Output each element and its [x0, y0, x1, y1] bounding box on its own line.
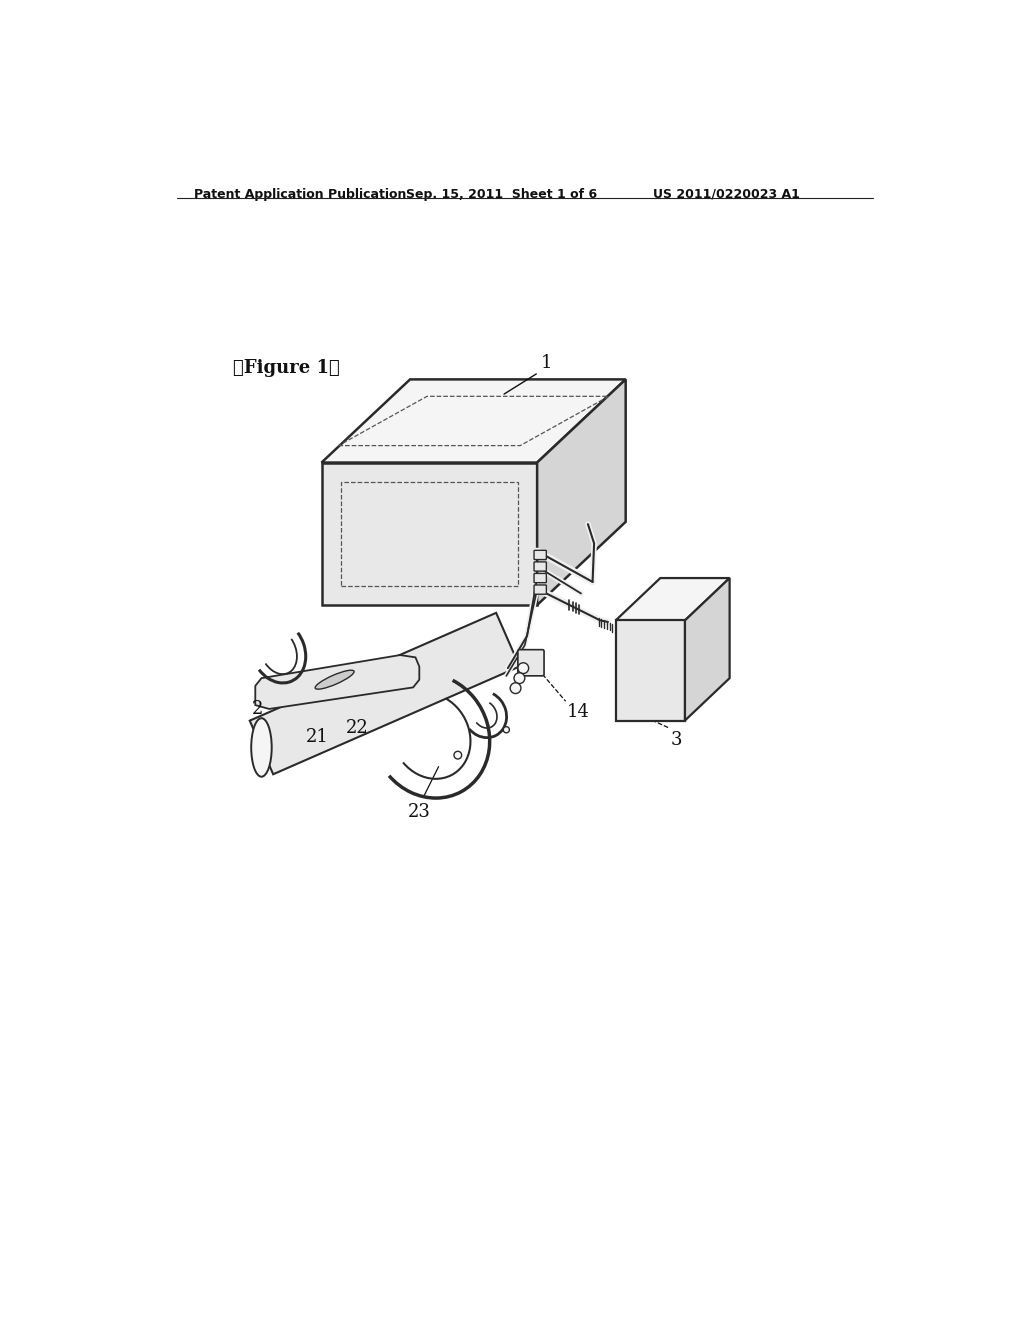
FancyBboxPatch shape: [535, 562, 547, 572]
FancyBboxPatch shape: [518, 649, 544, 676]
Polygon shape: [322, 379, 626, 462]
Polygon shape: [322, 462, 538, 605]
Text: 1: 1: [541, 354, 553, 372]
FancyBboxPatch shape: [535, 585, 547, 594]
Polygon shape: [615, 578, 730, 620]
Text: US 2011/0220023 A1: US 2011/0220023 A1: [652, 187, 800, 201]
Polygon shape: [255, 655, 419, 709]
FancyBboxPatch shape: [535, 550, 547, 560]
Text: 23: 23: [408, 803, 431, 821]
FancyBboxPatch shape: [535, 573, 547, 582]
Text: 21: 21: [306, 729, 329, 746]
Circle shape: [518, 663, 528, 673]
Circle shape: [503, 726, 509, 733]
Circle shape: [454, 751, 462, 759]
Text: Patent Application Publication: Patent Application Publication: [195, 187, 407, 201]
Text: 【Figure 1】: 【Figure 1】: [233, 359, 340, 376]
Polygon shape: [615, 620, 685, 721]
Polygon shape: [685, 578, 730, 721]
Text: 3: 3: [671, 730, 683, 748]
Ellipse shape: [315, 671, 354, 689]
Circle shape: [514, 673, 525, 684]
Text: 14: 14: [567, 702, 590, 721]
Text: Sep. 15, 2011  Sheet 1 of 6: Sep. 15, 2011 Sheet 1 of 6: [407, 187, 597, 201]
Polygon shape: [250, 612, 519, 775]
Circle shape: [510, 682, 521, 693]
Text: 2: 2: [252, 700, 263, 718]
Text: 22: 22: [346, 719, 369, 737]
Ellipse shape: [251, 718, 271, 776]
Polygon shape: [538, 379, 626, 605]
